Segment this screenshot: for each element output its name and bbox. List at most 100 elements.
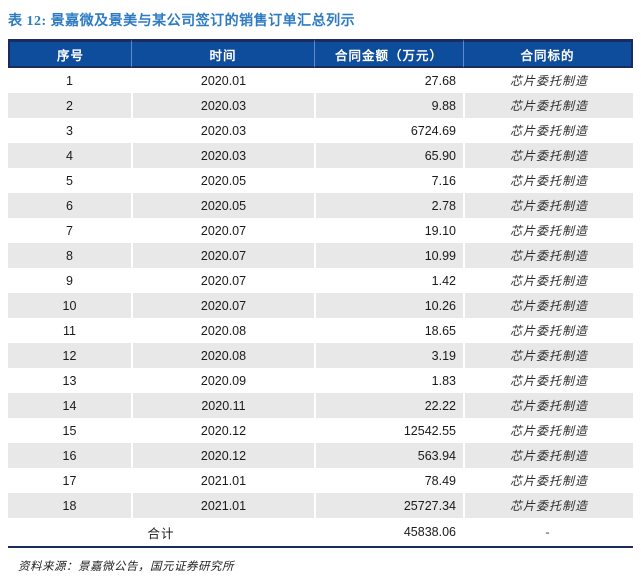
- date-cell: 2020.11: [131, 393, 314, 418]
- amount-cell: 78.49: [314, 468, 463, 493]
- total-row: 合计 45838.06 -: [8, 518, 633, 548]
- sales-orders-table: 序号 时间 合同金额（万元） 合同标的 1 2020.01 27.68 芯片委托制造 2…: [8, 39, 633, 548]
- subject-cell: 芯片委托制造: [463, 68, 633, 93]
- amount-cell: 3.19: [314, 343, 463, 368]
- amount-cell: 563.94: [314, 443, 463, 468]
- table-row: 14 2020.11 22.22 芯片委托制造: [8, 393, 633, 418]
- amount-cell: 10.26: [314, 293, 463, 318]
- serial-cell: 15: [8, 418, 131, 443]
- amount-cell: 1.83: [314, 368, 463, 393]
- date-cell: 2020.07: [131, 218, 314, 243]
- date-cell: 2020.08: [131, 318, 314, 343]
- subject-cell: 芯片委托制造: [463, 368, 633, 393]
- date-cell: 2020.12: [131, 443, 314, 468]
- serial-cell: 4: [8, 143, 131, 168]
- amount-cell: 22.22: [314, 393, 463, 418]
- subject-cell: 芯片委托制造: [463, 168, 633, 193]
- subject-cell: 芯片委托制造: [463, 93, 633, 118]
- subject-cell: 芯片委托制造: [463, 393, 633, 418]
- amount-cell: 10.99: [314, 243, 463, 268]
- amount-cell: 9.88: [314, 93, 463, 118]
- table-row: 6 2020.05 2.78 芯片委托制造: [8, 193, 633, 218]
- total-subject: -: [463, 518, 633, 548]
- amount-cell: 6724.69: [314, 118, 463, 143]
- date-cell: 2020.09: [131, 368, 314, 393]
- subject-cell: 芯片委托制造: [463, 193, 633, 218]
- subject-cell: 芯片委托制造: [463, 143, 633, 168]
- amount-cell: 2.78: [314, 193, 463, 218]
- amount-cell: 18.65: [314, 318, 463, 343]
- table-row: 17 2021.01 78.49 芯片委托制造: [8, 468, 633, 493]
- serial-cell: 2: [8, 93, 131, 118]
- date-cell: 2020.03: [131, 118, 314, 143]
- date-cell: 2020.01: [131, 68, 314, 93]
- table-row: 18 2021.01 25727.34 芯片委托制造: [8, 493, 633, 518]
- header-amount: 合同金额（万元）: [314, 39, 463, 68]
- date-cell: 2021.01: [131, 468, 314, 493]
- serial-cell: 9: [8, 268, 131, 293]
- serial-cell: 18: [8, 493, 131, 518]
- total-amount: 45838.06: [314, 518, 463, 548]
- date-cell: 2021.01: [131, 493, 314, 518]
- serial-cell: 12: [8, 343, 131, 368]
- table-header-row: 序号 时间 合同金额（万元） 合同标的: [8, 39, 633, 68]
- amount-cell: 27.68: [314, 68, 463, 93]
- header-subject: 合同标的: [463, 39, 633, 68]
- date-cell: 2020.05: [131, 193, 314, 218]
- subject-cell: 芯片委托制造: [463, 268, 633, 293]
- date-cell: 2020.07: [131, 243, 314, 268]
- table-row: 15 2020.12 12542.55 芯片委托制造: [8, 418, 633, 443]
- table-row: 8 2020.07 10.99 芯片委托制造: [8, 243, 633, 268]
- serial-cell: 14: [8, 393, 131, 418]
- subject-cell: 芯片委托制造: [463, 418, 633, 443]
- subject-cell: 芯片委托制造: [463, 318, 633, 343]
- amount-cell: 19.10: [314, 218, 463, 243]
- table-row: 12 2020.08 3.19 芯片委托制造: [8, 343, 633, 368]
- header-serial: 序号: [8, 39, 131, 68]
- subject-cell: 芯片委托制造: [463, 343, 633, 368]
- subject-cell: 芯片委托制造: [463, 293, 633, 318]
- amount-cell: 12542.55: [314, 418, 463, 443]
- date-cell: 2020.05: [131, 168, 314, 193]
- serial-cell: 6: [8, 193, 131, 218]
- serial-cell: 13: [8, 368, 131, 393]
- total-label: 合计: [8, 518, 314, 548]
- table-row: 4 2020.03 65.90 芯片委托制造: [8, 143, 633, 168]
- serial-cell: 8: [8, 243, 131, 268]
- subject-cell: 芯片委托制造: [463, 468, 633, 493]
- date-cell: 2020.03: [131, 93, 314, 118]
- serial-cell: 17: [8, 468, 131, 493]
- table-title: 表 12: 景嘉微及景美与某公司签订的销售订单汇总列示: [8, 14, 356, 29]
- serial-cell: 3: [8, 118, 131, 143]
- date-cell: 2020.07: [131, 268, 314, 293]
- subject-cell: 芯片委托制造: [463, 218, 633, 243]
- amount-cell: 1.42: [314, 268, 463, 293]
- serial-cell: 11: [8, 318, 131, 343]
- date-cell: 2020.03: [131, 143, 314, 168]
- amount-cell: 7.16: [314, 168, 463, 193]
- source-note: 资料来源：景嘉微公告，国元证券研究所: [18, 561, 234, 573]
- table-row: 3 2020.03 6724.69 芯片委托制造: [8, 118, 633, 143]
- serial-cell: 10: [8, 293, 131, 318]
- table-row: 16 2020.12 563.94 芯片委托制造: [8, 443, 633, 468]
- subject-cell: 芯片委托制造: [463, 118, 633, 143]
- table-row: 9 2020.07 1.42 芯片委托制造: [8, 268, 633, 293]
- amount-cell: 25727.34: [314, 493, 463, 518]
- subject-cell: 芯片委托制造: [463, 443, 633, 468]
- table-row: 11 2020.08 18.65 芯片委托制造: [8, 318, 633, 343]
- serial-cell: 5: [8, 168, 131, 193]
- serial-cell: 16: [8, 443, 131, 468]
- header-date: 时间: [131, 39, 314, 68]
- table-row: 2 2020.03 9.88 芯片委托制造: [8, 93, 633, 118]
- serial-cell: 7: [8, 218, 131, 243]
- serial-cell: 1: [8, 68, 131, 93]
- amount-cell: 65.90: [314, 143, 463, 168]
- table-row: 1 2020.01 27.68 芯片委托制造: [8, 68, 633, 93]
- subject-cell: 芯片委托制造: [463, 243, 633, 268]
- date-cell: 2020.12: [131, 418, 314, 443]
- subject-cell: 芯片委托制造: [463, 493, 633, 518]
- table-row: 10 2020.07 10.26 芯片委托制造: [8, 293, 633, 318]
- table-row: 5 2020.05 7.16 芯片委托制造: [8, 168, 633, 193]
- date-cell: 2020.07: [131, 293, 314, 318]
